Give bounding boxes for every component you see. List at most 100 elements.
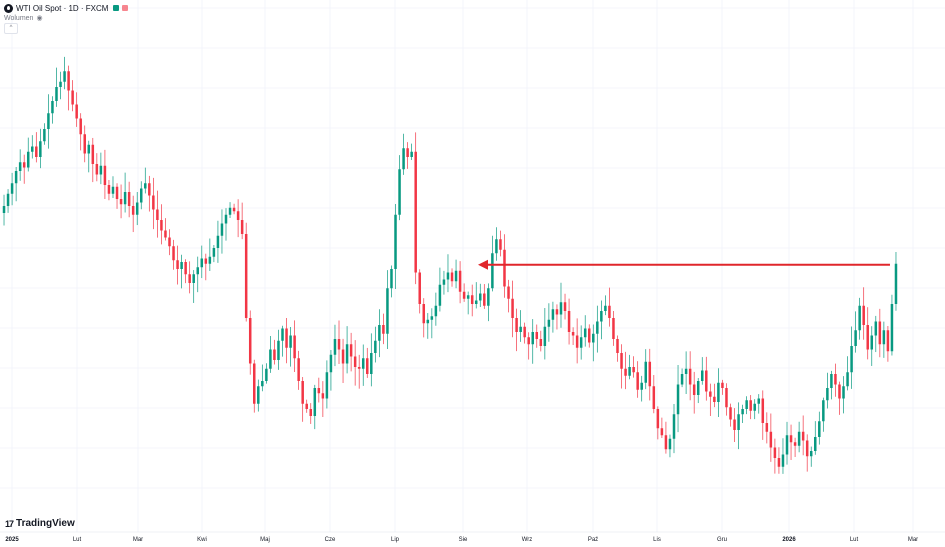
candle[interactable]	[499, 230, 502, 257]
candle[interactable]	[398, 155, 401, 221]
candle[interactable]	[99, 152, 103, 185]
candle[interactable]	[410, 143, 413, 161]
eye-icon[interactable]: ◉	[36, 15, 43, 22]
candle[interactable]	[866, 307, 869, 360]
candle[interactable]	[769, 413, 773, 462]
candle[interactable]	[575, 318, 579, 364]
candle[interactable]	[882, 321, 886, 358]
candle[interactable]	[265, 363, 268, 384]
candle[interactable]	[741, 404, 744, 424]
candle[interactable]	[313, 384, 317, 430]
candle[interactable]	[2, 194, 6, 226]
candle[interactable]	[317, 377, 321, 403]
candle[interactable]	[83, 125, 86, 163]
candle[interactable]	[684, 351, 688, 395]
candle[interactable]	[123, 172, 127, 213]
candle[interactable]	[596, 305, 599, 353]
candle[interactable]	[555, 304, 559, 330]
candle[interactable]	[757, 394, 761, 414]
candle[interactable]	[378, 309, 381, 358]
candle[interactable]	[402, 133, 405, 175]
candle[interactable]	[789, 424, 793, 461]
candle[interactable]	[729, 403, 732, 427]
candle[interactable]	[47, 94, 50, 149]
candle[interactable]	[862, 287, 865, 340]
candle[interactable]	[176, 245, 179, 285]
candle[interactable]	[592, 324, 595, 362]
candle[interactable]	[721, 379, 724, 395]
candle[interactable]	[680, 368, 684, 388]
candle[interactable]	[156, 190, 159, 238]
candle[interactable]	[31, 135, 34, 159]
candle[interactable]	[624, 351, 627, 390]
candle[interactable]	[458, 261, 462, 304]
candle[interactable]	[297, 350, 300, 390]
candle[interactable]	[664, 421, 668, 454]
candle[interactable]	[67, 65, 70, 111]
candle[interactable]	[269, 335, 272, 373]
candle[interactable]	[648, 348, 652, 401]
candle[interactable]	[608, 287, 611, 327]
candle[interactable]	[850, 326, 853, 389]
candle[interactable]	[10, 172, 14, 206]
candle[interactable]	[870, 326, 874, 366]
candle[interactable]	[107, 179, 111, 201]
candle[interactable]	[370, 333, 373, 387]
candle[interactable]	[361, 344, 365, 386]
candle[interactable]	[35, 132, 38, 163]
candle[interactable]	[701, 357, 704, 385]
candle[interactable]	[228, 202, 232, 219]
candle[interactable]	[878, 308, 882, 358]
candle[interactable]	[333, 324, 337, 367]
candle[interactable]	[640, 375, 643, 402]
candle[interactable]	[224, 208, 228, 241]
candle[interactable]	[842, 376, 845, 414]
candle[interactable]	[115, 183, 119, 209]
candle[interactable]	[705, 356, 708, 401]
candle[interactable]	[188, 261, 191, 294]
candle[interactable]	[22, 154, 26, 184]
candle[interactable]	[874, 315, 878, 353]
candle[interactable]	[507, 279, 510, 313]
candle[interactable]	[672, 404, 676, 454]
candle[interactable]	[91, 137, 95, 183]
candle[interactable]	[604, 295, 607, 316]
candle[interactable]	[406, 142, 409, 169]
candle[interactable]	[571, 327, 575, 345]
candle[interactable]	[616, 335, 619, 362]
candle[interactable]	[761, 390, 765, 440]
candle[interactable]	[289, 326, 292, 367]
candle[interactable]	[515, 308, 518, 352]
candle[interactable]	[236, 199, 240, 238]
candle[interactable]	[196, 256, 199, 293]
candle[interactable]	[345, 326, 349, 374]
candle[interactable]	[301, 377, 304, 422]
candle[interactable]	[382, 313, 385, 345]
candle[interactable]	[79, 113, 82, 151]
candle[interactable]	[426, 313, 430, 339]
candle[interactable]	[63, 56, 66, 90]
candle[interactable]	[846, 356, 849, 391]
candle[interactable]	[579, 325, 583, 360]
candle[interactable]	[341, 338, 345, 384]
candle[interactable]	[527, 332, 530, 360]
volume-label[interactable]: Wolumen	[4, 14, 34, 22]
candle[interactable]	[273, 339, 276, 365]
candle[interactable]	[55, 67, 58, 107]
candle[interactable]	[71, 80, 74, 112]
candle[interactable]	[454, 259, 458, 289]
candle[interactable]	[253, 359, 256, 413]
candle[interactable]	[131, 195, 135, 233]
candle[interactable]	[430, 308, 434, 339]
candle[interactable]	[168, 229, 171, 256]
candle[interactable]	[826, 372, 829, 409]
candle[interactable]	[567, 298, 571, 345]
candle[interactable]	[285, 317, 288, 364]
candle[interactable]	[450, 268, 454, 287]
candle[interactable]	[479, 283, 482, 308]
collapse-legend-button[interactable]: ^	[4, 23, 18, 34]
candle[interactable]	[535, 324, 539, 348]
candle[interactable]	[357, 354, 361, 389]
candle[interactable]	[814, 421, 817, 455]
